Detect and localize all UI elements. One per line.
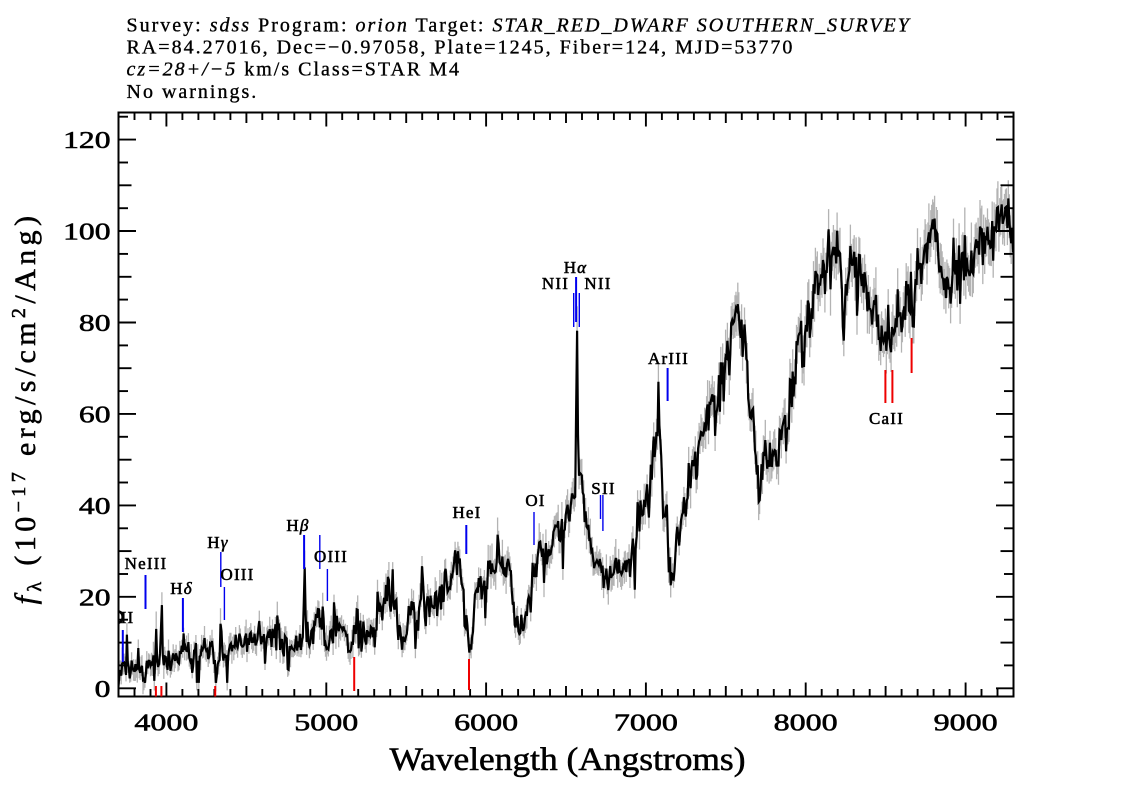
svg-text:6000: 6000	[454, 711, 518, 737]
svg-text:OIII: OIII	[314, 547, 348, 566]
svg-text:5000: 5000	[294, 711, 358, 737]
svg-text:20: 20	[79, 585, 111, 611]
svg-text:NII: NII	[584, 274, 611, 293]
svg-text:SII: SII	[591, 479, 615, 498]
svg-text:Hγ: Hγ	[207, 533, 228, 552]
svg-text:CaII: CaII	[869, 409, 904, 428]
svg-text:Wavelength (Angstroms): Wavelength (Angstroms)	[390, 742, 746, 778]
svg-text:HeI: HeI	[452, 503, 481, 522]
svg-text:100: 100	[63, 220, 110, 246]
svg-text:NII: NII	[542, 274, 569, 293]
svg-text:cz=28+/−5 km/s Class=STAR M4: cz=28+/−5 km/s Class=STAR M4	[127, 59, 462, 81]
svg-text:0: 0	[95, 677, 111, 703]
svg-text:Hα: Hα	[564, 258, 588, 277]
svg-text:Hβ: Hβ	[286, 516, 309, 535]
svg-text:fλ (10−17 erg/s/cm2/Ang): fλ (10−17 erg/s/cm2/Ang)	[8, 212, 46, 605]
svg-text:4000: 4000	[134, 711, 198, 737]
svg-text:80: 80	[79, 311, 111, 337]
svg-text:7000: 7000	[614, 711, 678, 737]
svg-text:NeIII: NeIII	[125, 554, 168, 573]
svg-text:60: 60	[79, 403, 111, 429]
svg-text:8000: 8000	[774, 711, 838, 737]
svg-text:Survey: sdss Program: orion Ta: Survey: sdss Program: orion Target: STAR…	[127, 15, 911, 37]
svg-text:40: 40	[79, 494, 111, 520]
svg-text:II: II	[121, 608, 135, 627]
svg-text:No warnings.: No warnings.	[127, 81, 259, 103]
svg-text:OIII: OIII	[220, 565, 254, 584]
svg-text:OI: OI	[525, 491, 545, 510]
svg-text:9000: 9000	[934, 711, 998, 737]
svg-text:Hδ: Hδ	[170, 579, 193, 598]
svg-text:ArIII: ArIII	[648, 349, 689, 368]
svg-text:120: 120	[63, 128, 110, 154]
svg-text:RA=84.27016, Dec=−0.97058, Pla: RA=84.27016, Dec=−0.97058, Plate=1245, F…	[127, 37, 795, 59]
